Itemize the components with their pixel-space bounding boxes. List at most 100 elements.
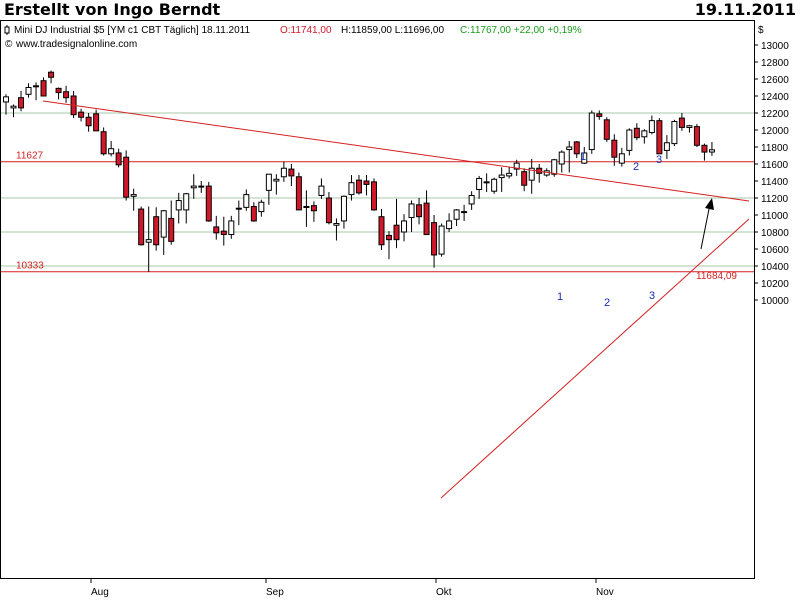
x-tick-label: Sep <box>266 587 284 598</box>
candle-body <box>386 234 393 241</box>
candle-body <box>123 156 130 198</box>
candle <box>491 177 498 194</box>
candle <box>416 198 423 225</box>
candle <box>130 188 137 211</box>
candle-body <box>648 120 655 134</box>
candle-body <box>355 179 362 194</box>
wave-label-lower: 1 <box>557 291 563 303</box>
candle-body <box>566 146 573 151</box>
y-tick-label: 12400 <box>761 92 789 103</box>
trendline-value-label: 11684,09 <box>696 271 737 282</box>
candle <box>100 127 107 156</box>
wave-label-lower: 3 <box>649 290 655 302</box>
candle-body <box>48 71 55 78</box>
candle-body <box>310 205 317 212</box>
candle <box>506 166 513 179</box>
candle <box>573 141 580 159</box>
upper-trendline <box>42 100 750 202</box>
candle <box>656 118 663 155</box>
candle-body <box>243 194 250 208</box>
candle <box>78 108 85 122</box>
y-tick-label: 12800 <box>761 58 789 69</box>
candle <box>153 207 160 251</box>
horizontal-level-label: 10333 <box>16 261 44 272</box>
candle-body <box>370 181 377 211</box>
candle <box>581 147 588 164</box>
candle <box>265 173 272 205</box>
candle <box>108 141 115 157</box>
chart-creator-title: Erstellt von Ingo Berndt <box>4 0 221 19</box>
candle-body <box>483 181 490 184</box>
candle <box>648 115 655 135</box>
candle-body <box>378 216 385 246</box>
candle <box>310 201 317 222</box>
candle <box>213 215 220 240</box>
candle <box>626 128 633 156</box>
candle-body <box>18 97 25 109</box>
candle <box>10 104 17 118</box>
candle <box>340 195 347 229</box>
candle-body <box>626 129 633 151</box>
candle <box>40 77 47 97</box>
candle-body <box>408 203 415 219</box>
candle-body <box>190 185 197 189</box>
y-tick-label: 12200 <box>761 109 789 120</box>
candle <box>25 83 32 98</box>
candle-body <box>265 173 272 191</box>
candle <box>393 198 400 249</box>
trendlines: 11684,09 1 2 3 1 2 3 <box>42 100 750 499</box>
chart-date: 19.11.2011 <box>694 0 796 19</box>
candle-body <box>235 207 242 210</box>
candle <box>701 143 708 161</box>
candle-body <box>551 159 558 175</box>
high-low-values: H:11859,00 L:11696,00 <box>341 25 444 36</box>
candle <box>3 94 9 115</box>
candle-body <box>160 210 167 238</box>
candle <box>33 82 40 101</box>
candle-body <box>130 194 137 197</box>
candle <box>461 204 468 221</box>
candle-body <box>491 178 498 192</box>
candle-body <box>55 87 62 94</box>
candle <box>378 209 385 250</box>
candle <box>476 175 483 199</box>
y-axis-unit: $ <box>758 25 764 36</box>
candle <box>483 173 490 193</box>
candle <box>663 135 670 159</box>
wave-label-lower: 2 <box>604 297 610 309</box>
candle-body <box>363 180 370 185</box>
y-tick-label: 11800 <box>761 143 789 154</box>
candle-body <box>273 178 280 182</box>
y-tick-label: 10400 <box>761 262 789 273</box>
wave-label-upper: 1 <box>580 151 586 163</box>
candle <box>288 164 295 187</box>
candle-body <box>333 223 340 226</box>
candle <box>280 161 287 182</box>
candle-body <box>250 206 257 222</box>
candle-group[interactable] <box>3 70 715 272</box>
x-tick-label: Nov <box>596 587 614 598</box>
candle-body <box>115 152 122 166</box>
y-tick-label: 13000 <box>761 41 789 52</box>
candle-body <box>618 153 625 164</box>
candle <box>63 85 70 103</box>
y-tick-label: 11000 <box>761 211 789 222</box>
candle-body <box>100 131 107 155</box>
candle <box>386 231 393 260</box>
candle-body <box>213 226 220 234</box>
candle-body <box>686 125 693 128</box>
candle <box>48 70 55 84</box>
candle <box>145 206 152 272</box>
candle-body <box>93 113 100 132</box>
candle <box>468 191 475 210</box>
candle <box>295 172 302 211</box>
candle-body <box>446 220 453 230</box>
candle <box>566 141 573 173</box>
candle <box>633 123 640 141</box>
candle-body <box>521 171 528 186</box>
candle-body <box>581 152 588 164</box>
candle-body <box>33 85 40 88</box>
candle <box>446 213 453 232</box>
candle <box>686 124 693 133</box>
